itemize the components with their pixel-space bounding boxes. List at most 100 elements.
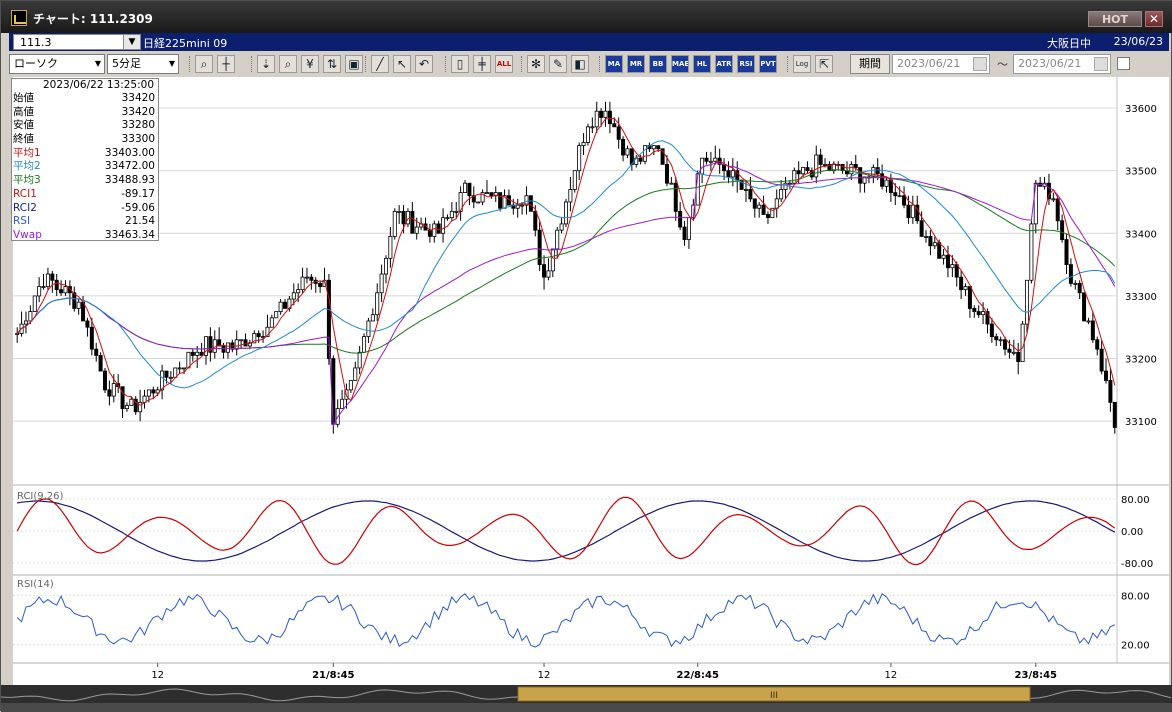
search-icon[interactable]: ⌕ [279,55,297,73]
split-icon[interactable]: ⇅ [323,55,341,73]
candle-body[interactable] [919,220,924,237]
candle-body[interactable] [274,311,279,319]
candle-body[interactable] [124,405,129,410]
candle-body[interactable] [471,195,476,203]
candle-body[interactable] [489,192,494,197]
candle-body[interactable] [72,292,77,309]
candle-body[interactable] [972,308,977,312]
candle-body[interactable] [427,229,432,237]
date-to-input[interactable]: 2023/06/21 [1013,54,1111,74]
candle-body[interactable] [309,276,314,281]
candle-body[interactable] [651,145,656,150]
candle-body[interactable] [1060,220,1065,240]
candle-body[interactable] [1051,198,1056,201]
ohlc-icon[interactable]: ╪ [473,55,491,73]
candle-body[interactable] [664,164,669,184]
candle-body[interactable] [89,326,94,350]
candle-body[interactable] [1090,320,1095,341]
candle-body[interactable] [370,314,375,322]
candle-body[interactable] [168,376,173,379]
candle-body[interactable] [700,157,705,175]
candle-body[interactable] [981,311,986,316]
candle-body[interactable] [686,217,691,240]
candle-body[interactable] [463,182,468,193]
cursor-icon[interactable]: ↖ [393,55,411,73]
candle-body[interactable] [585,126,590,143]
indicator-rsi-button[interactable]: RSI [737,55,755,73]
candle-body[interactable] [950,264,955,269]
candle-body[interactable] [67,286,72,294]
candle-body[interactable] [397,210,402,213]
candle-body[interactable] [32,295,37,312]
candle-body[interactable] [823,164,828,166]
candle-body[interactable] [682,226,687,240]
candle-body[interactable] [1073,282,1078,285]
candle-body[interactable] [458,192,463,212]
candle-body[interactable] [998,339,1003,342]
candle-body[interactable] [1011,351,1016,354]
candle-body[interactable] [388,236,393,259]
price-icon[interactable]: ¥ [301,55,319,73]
candle-body[interactable] [28,311,33,322]
chart-area[interactable]: 33600 33500 33400 33300 33200 33100 80.00 0.00 -… [13,77,1169,685]
candle-body[interactable] [669,182,674,185]
candle-body[interactable] [897,195,902,198]
candle-body[interactable] [1108,380,1113,403]
candle-body[interactable] [111,383,116,397]
candle-body[interactable] [792,170,797,184]
candle-body[interactable] [441,217,446,234]
candle-body[interactable] [261,336,266,339]
candle-body[interactable] [739,179,744,190]
candle-body[interactable] [765,214,770,219]
candle-body[interactable] [283,301,288,309]
candle-body[interactable] [480,192,485,203]
candle-body[interactable] [221,345,226,353]
candle-body[interactable] [757,204,762,209]
indicator-atr-button[interactable]: ATR [715,55,733,73]
candle-body[interactable] [445,217,450,220]
candle-body[interactable] [195,351,200,356]
candle-body[interactable] [467,182,472,197]
candle-body[interactable] [906,204,911,219]
candle-body[interactable] [164,370,169,378]
candle-body[interactable] [103,370,107,391]
candle-body[interactable] [50,273,55,281]
candle-body[interactable] [796,170,801,175]
candle-body[interactable] [234,339,239,350]
candle-body[interactable] [590,126,595,129]
indicator-ma-button[interactable]: MA [605,55,623,73]
candle-body[interactable] [708,160,713,163]
candle-body[interactable] [559,223,564,231]
code-dropdown-button[interactable]: ▼ [123,34,141,50]
candle-body[interactable] [498,192,503,209]
candle-icon[interactable]: ▯ [451,55,469,73]
candle-body[interactable] [853,164,858,168]
candle-body[interactable] [537,229,542,266]
navigator-grip[interactable]: III [770,691,778,701]
candle-body[interactable] [783,182,788,190]
candle-body[interactable] [849,164,854,175]
toolbar-checkbox[interactable] [1117,57,1130,70]
candle-body[interactable] [401,210,406,225]
candle-body[interactable] [340,398,345,410]
candle-body[interactable] [348,380,353,391]
candle-body[interactable] [375,292,380,316]
candle-body[interactable] [120,386,125,410]
candle-body[interactable] [256,333,261,338]
candle-body[interactable] [1046,182,1051,200]
candle-body[interactable] [85,320,90,328]
candle-body[interactable] [76,301,81,309]
candle-body[interactable] [37,286,42,297]
candle-body[interactable] [436,223,441,234]
candle-body[interactable] [643,145,648,162]
candle-body[interactable] [752,198,757,209]
indicator-log-button[interactable]: Log [793,55,811,73]
candle-body[interactable] [326,279,331,359]
candle-body[interactable] [410,210,415,234]
indicator-hl-button[interactable]: HL [693,55,711,73]
candle-body[interactable] [932,242,937,247]
candle-body[interactable] [190,351,195,356]
candle-body[interactable] [41,286,46,288]
candle-body[interactable] [331,358,336,425]
candle-body[interactable] [146,389,151,397]
